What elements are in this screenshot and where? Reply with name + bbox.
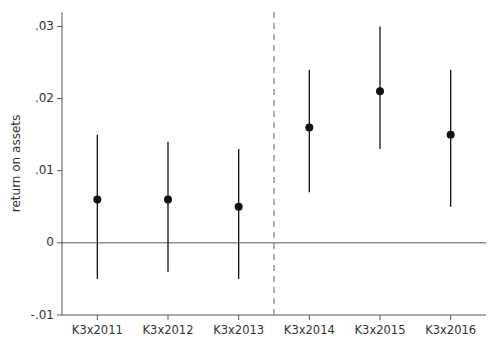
plot-area	[62, 12, 486, 315]
y-tick	[57, 170, 62, 171]
coefficient-dot	[93, 196, 101, 204]
y-tick	[57, 26, 62, 27]
coefficient-dot	[305, 123, 313, 131]
x-tick	[168, 315, 169, 320]
x-tick	[450, 315, 451, 320]
x-tick	[97, 315, 98, 320]
chart-container: -.010.01.02.03return on assetsK3x2011K3x…	[0, 0, 500, 351]
coefficient-dot	[235, 203, 243, 211]
y-tick-label: .03	[35, 19, 54, 33]
y-axis-line	[62, 12, 63, 315]
y-tick	[57, 315, 62, 316]
y-tick	[57, 98, 62, 99]
x-axis: K3x2011 K3x2012 K3x2013 K3x2014 K3x2015 K3x20…	[62, 315, 486, 337]
confidence-interval	[238, 149, 239, 279]
x-tick	[380, 315, 381, 320]
coefficient-dot	[164, 196, 172, 204]
confidence-interval	[167, 142, 168, 272]
x-tick	[309, 315, 310, 320]
y-axis: -.01 0 .01 .02 .03	[31, 12, 62, 322]
coefficient-dot	[447, 131, 455, 139]
y-tick-label: 0	[46, 235, 54, 249]
x-tick	[238, 315, 239, 320]
y-axis-label: return on assets	[9, 115, 23, 212]
x-tick-label: K3x2015	[355, 323, 406, 337]
y-tick-label: .02	[35, 91, 54, 105]
separator-line	[273, 12, 274, 315]
y-tick-label: .01	[35, 163, 54, 177]
x-tick-label: K3x2012	[143, 323, 194, 337]
confidence-interval	[97, 135, 98, 279]
y-tick	[57, 242, 62, 243]
chart: -.010.01.02.03return on assetsK3x2011K3x…	[0, 0, 500, 351]
x-tick-label: K3x2016	[425, 323, 476, 337]
coefficient-dot	[376, 87, 384, 95]
x-tick-label: K3x2014	[284, 323, 335, 337]
x-tick-label: K3x2011	[72, 323, 123, 337]
y-tick-label: -.01	[31, 308, 54, 322]
x-tick-label: K3x2013	[213, 323, 264, 337]
